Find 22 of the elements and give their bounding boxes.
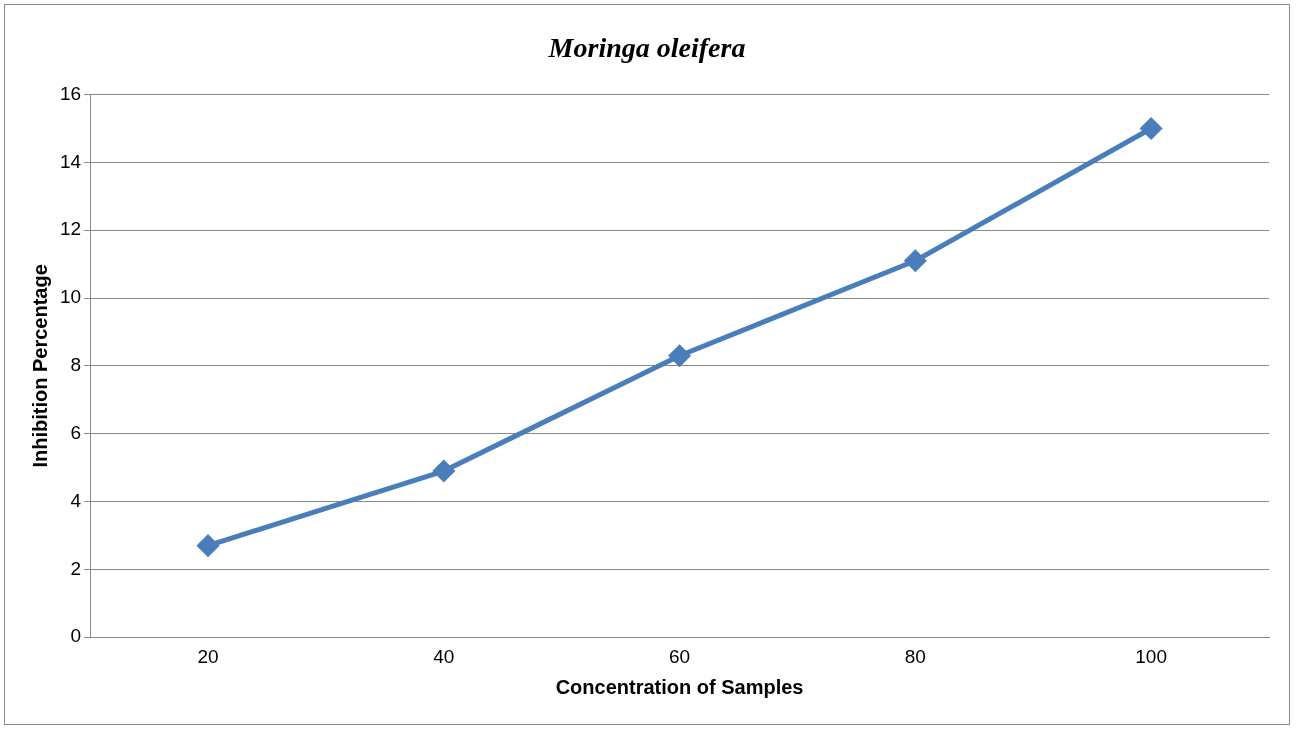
x-tick-label: 60: [669, 645, 691, 667]
y-tick-label: 8: [70, 354, 82, 376]
x-tick-label: 100: [1135, 645, 1167, 667]
y-tick-label: 2: [70, 557, 82, 579]
point: [433, 460, 455, 482]
y-tick-label: 6: [70, 421, 82, 443]
x-axis-title: Concentration of Samples: [555, 675, 804, 698]
y-axis-title: Inhibition Percentage: [28, 264, 51, 468]
y-tick-label: 0: [70, 625, 82, 647]
point: [669, 345, 691, 367]
y-tick-label: 12: [59, 218, 82, 240]
y-tick-label: 10: [59, 286, 82, 308]
y-tick-label: 4: [70, 489, 82, 511]
y-tick-label: 16: [59, 82, 82, 104]
point: [1140, 118, 1162, 140]
x-tick-label: 20: [197, 645, 219, 667]
point: [904, 250, 926, 272]
chart-title: Moringa oleifera: [547, 32, 746, 64]
y-tick-label: 14: [59, 150, 82, 172]
point: [197, 535, 219, 557]
x-tick-label: 40: [433, 645, 455, 667]
x-tick-label: 80: [904, 645, 926, 667]
